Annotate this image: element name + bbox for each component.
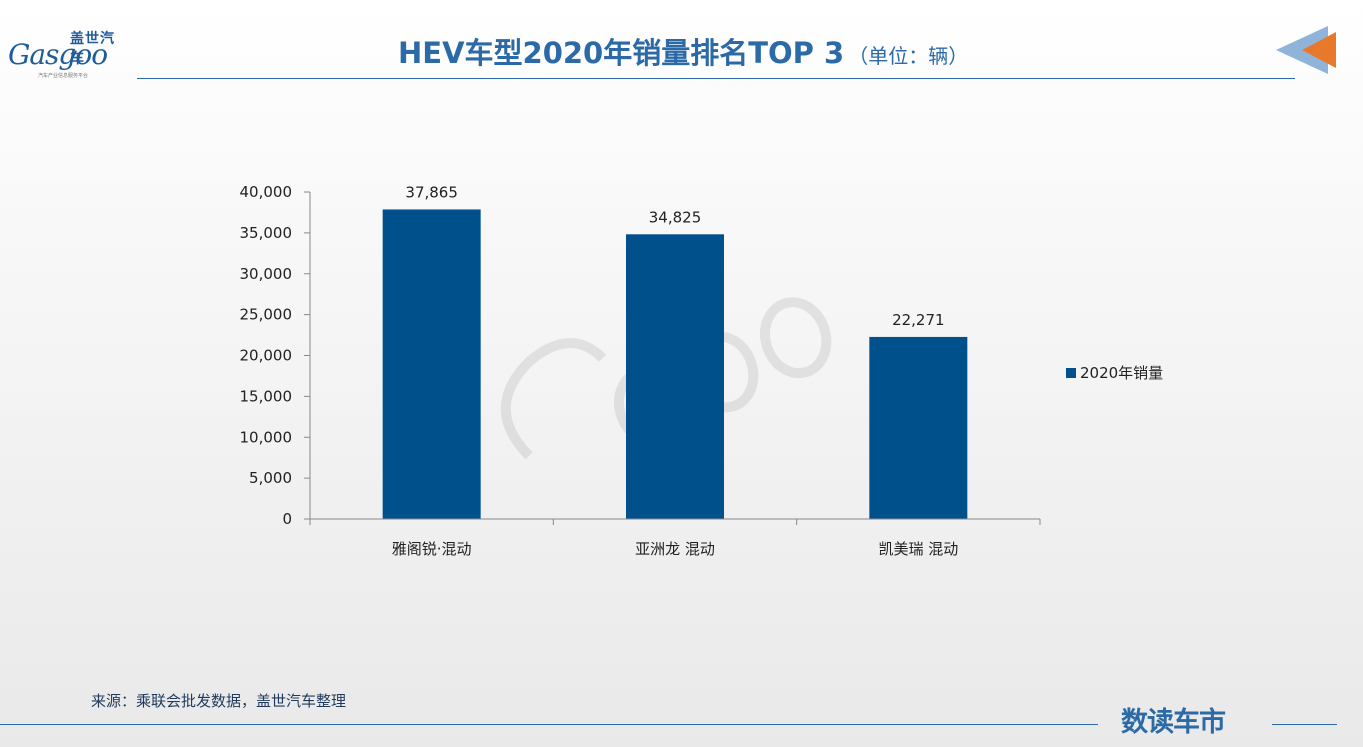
bar-data-label: 34,825	[649, 208, 702, 226]
data-source: 来源：乘联会批发数据，盖世汽车整理	[91, 692, 347, 710]
chart-legend: 2020年销量	[1066, 362, 1163, 383]
y-tick-label: 5,000	[249, 469, 292, 487]
gasgoo-logo: 盖世汽车 Gasgoo 汽车产业信息服务平台	[8, 28, 128, 80]
bar	[626, 234, 724, 520]
header-divider	[137, 78, 1295, 79]
title-text: HEV车型2020年销量排名TOP 3	[398, 36, 845, 70]
legend-swatch	[1066, 367, 1076, 378]
logo-sub-text: 汽车产业信息服务平台	[38, 73, 89, 79]
y-tick-label: 30,000	[240, 265, 293, 283]
bar	[382, 209, 481, 520]
logo-cn-text: 盖世汽车	[70, 31, 115, 67]
y-tick-label: 40,000	[240, 183, 293, 201]
y-tick-label: 10,000	[240, 428, 293, 446]
logo-en-text: Gasgoo	[8, 38, 108, 71]
y-tick-label: 35,000	[240, 224, 293, 242]
back-arrow-icon[interactable]	[1276, 24, 1336, 76]
page-title: HEV车型2020年销量排名TOP 3 （单位：辆）	[398, 30, 968, 72]
y-tick-label: 15,000	[240, 387, 293, 405]
bar-data-label: 37,865	[405, 183, 458, 201]
footer-divider-left	[0, 724, 1098, 725]
x-tick-label: 凯美瑞 混动	[878, 540, 958, 558]
bar-data-label: 22,271	[892, 311, 945, 329]
y-tick-label: 25,000	[240, 306, 293, 324]
y-tick-label: 0	[282, 510, 292, 528]
footer-divider-right	[1272, 724, 1337, 725]
y-tick-label: 20,000	[240, 347, 293, 365]
bar	[869, 336, 968, 519]
brand-logo-text: 数读车市	[1121, 707, 1226, 738]
x-tick-label: 雅阁锐·混动	[392, 540, 472, 558]
x-tick-label: 亚洲龙 混动	[635, 540, 715, 558]
title-unit: （单位：辆）	[848, 44, 969, 68]
legend-label: 2020年销量	[1080, 364, 1164, 382]
